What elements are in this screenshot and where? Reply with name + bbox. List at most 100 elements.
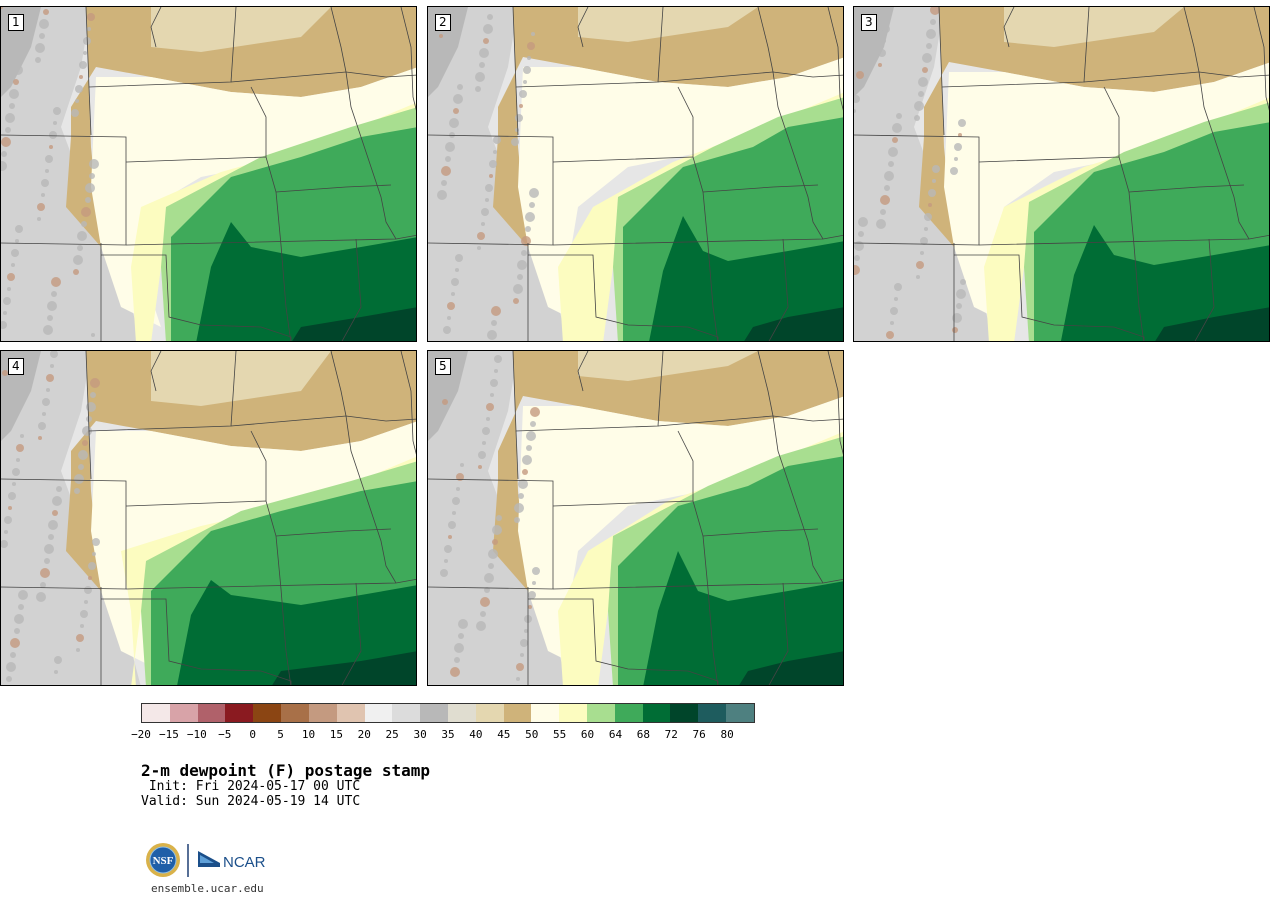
terrain-speckle [52, 496, 62, 506]
terrain-speckle [13, 79, 19, 85]
state-border [552, 156, 709, 246]
terrain-speckle [51, 277, 61, 287]
state-border [150, 351, 162, 392]
terrain-speckle [6, 662, 16, 672]
terrain-speckle [1, 151, 7, 157]
terrain-speckle [928, 203, 932, 207]
terrain-speckle [890, 321, 894, 325]
terrain-speckle [858, 217, 868, 227]
terrain-speckle [12, 468, 20, 476]
terrain-speckle [38, 422, 46, 430]
terrain-speckle [18, 604, 24, 610]
terrain-speckle [916, 261, 924, 269]
terrain-speckle [89, 159, 99, 169]
terrain-speckle [886, 331, 894, 339]
terrain-speckle [528, 591, 536, 599]
terrain-speckle [514, 517, 520, 523]
dewpoint-field-map [428, 351, 843, 685]
terrain-speckle [79, 75, 83, 79]
website-link[interactable]: ensemble.ucar.edu [151, 882, 264, 895]
terrain-speckle [442, 385, 452, 395]
terrain-speckle [880, 209, 886, 215]
colorbar-tick-label: 68 [636, 728, 650, 741]
terrain-speckle [520, 653, 524, 657]
terrain-speckle [5, 113, 15, 123]
terrain-speckle [86, 416, 92, 422]
terrain-speckle [18, 590, 28, 600]
terrain-speckle [48, 520, 58, 530]
terrain-speckle [954, 143, 962, 151]
colorbar-swatch [197, 704, 226, 722]
terrain-speckle [4, 530, 8, 534]
terrain-speckle [884, 185, 890, 191]
terrain-speckle [443, 326, 451, 334]
terrain-speckle [51, 291, 57, 297]
dewpoint-68-72-zone [1060, 225, 1269, 341]
terrain-speckle [15, 225, 23, 233]
state-border [230, 71, 416, 83]
terrain-speckle [445, 142, 455, 152]
colorbar-swatch [698, 704, 727, 722]
terrain-speckle [478, 465, 482, 469]
colorbar-tick-label: 25 [385, 728, 399, 741]
terrain-speckle [880, 195, 890, 205]
state-border [768, 582, 789, 685]
state-border [280, 244, 292, 341]
dewpoint-68-72-zone [196, 222, 416, 341]
chart-title: 2-m dewpoint (F) postage stamp [141, 761, 430, 780]
state-border [1253, 7, 1269, 111]
state-border [702, 528, 819, 537]
terrain-speckle [89, 173, 95, 179]
dewpoint-40s-zone [66, 351, 416, 591]
terrain-speckle [894, 283, 902, 291]
colorbar-swatch [503, 704, 532, 722]
terrain-speckle [8, 506, 12, 510]
colorbar-swatch [587, 704, 615, 722]
terrain-speckle [49, 131, 57, 139]
terrain-speckle [960, 279, 966, 285]
terrain-speckle [85, 183, 95, 193]
terrain-speckle [894, 297, 898, 301]
terrain-speckle [920, 237, 928, 245]
state-border [101, 254, 292, 341]
terrain-speckle [493, 150, 497, 154]
terrain-speckle [486, 403, 494, 411]
dewpoint-72-76-zone [739, 651, 843, 685]
terrain-speckle [529, 188, 539, 198]
terrain-speckle [950, 167, 958, 175]
colorbar-swatch [559, 704, 587, 722]
terrain-speckle [930, 19, 936, 25]
colorbar-swatch [364, 704, 393, 722]
colorbar-tick-label: 80 [720, 728, 734, 741]
terrain-speckle [530, 407, 540, 417]
terrain-speckle [77, 245, 83, 251]
ncar-logo: NCAR [198, 851, 266, 871]
state-border [707, 244, 719, 341]
terrain-speckle [482, 427, 490, 435]
terrain-speckle [518, 493, 524, 499]
map-panel-4: 4 [0, 350, 417, 686]
terrain-speckle [952, 327, 958, 333]
state-border [400, 351, 416, 455]
terrain-speckle [516, 663, 524, 671]
terrain-speckle [77, 231, 87, 241]
terrain-speckle [856, 85, 860, 89]
terrain-speckle [56, 486, 62, 492]
state-border [941, 86, 945, 136]
state-border [702, 184, 819, 193]
terrain-speckle [76, 648, 80, 652]
state-border [1, 478, 127, 590]
terrain-speckle [447, 316, 451, 320]
terrain-speckle [455, 254, 463, 262]
terrain-speckle [876, 219, 886, 229]
state-border [275, 184, 392, 193]
terrain-speckle [46, 374, 54, 382]
terrain-speckle [41, 193, 45, 197]
terrain-speckle [477, 232, 485, 240]
terrain-speckle [10, 652, 16, 658]
terrain-speckle [47, 301, 57, 311]
map-panel-3: 3 [853, 6, 1270, 342]
terrain-speckle [81, 221, 87, 227]
terrain-speckle [482, 441, 486, 445]
terrain-speckle [74, 488, 80, 494]
